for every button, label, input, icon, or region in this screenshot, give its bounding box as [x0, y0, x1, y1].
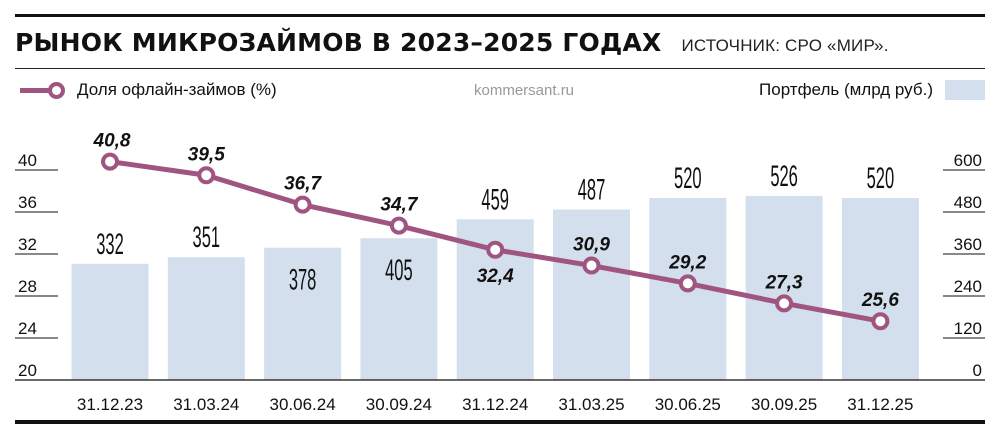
- left-axis-label: 32: [18, 235, 37, 254]
- left-axis-label: 40: [18, 151, 37, 170]
- legend-bar-label: Портфель (млрд руб.): [759, 80, 933, 99]
- legend-bar-entry: Портфель (млрд руб.): [747, 80, 985, 100]
- watermark: kommersant.ru: [474, 82, 575, 99]
- x-axis-label: 30.09.25: [751, 395, 817, 414]
- left-axis-label: 24: [18, 319, 37, 338]
- right-axis-label: 600: [954, 151, 982, 170]
- line-value-label: 30,9: [573, 235, 610, 256]
- legend-line-label: Доля офлайн-займов (%): [77, 80, 277, 99]
- top-rule: [15, 14, 485, 17]
- line-marker: [775, 294, 794, 313]
- right-axis-label: 120: [954, 319, 982, 338]
- bar: [167, 257, 245, 380]
- legend-bar-swatch-icon: [945, 80, 985, 100]
- right-axis-label: 0: [973, 361, 982, 380]
- line-marker: [582, 256, 601, 275]
- bar: [71, 263, 149, 380]
- x-axis-label: 31.03.25: [558, 395, 624, 414]
- x-axis-label: 30.06.24: [270, 395, 336, 414]
- chart-title: РЫНОК МИКРОЗАЙМОВ В 2023–2025 ГОДАХ: [15, 28, 662, 57]
- title-row: РЫНОК МИКРОЗАЙМОВ В 2023–2025 ГОДАХ ИСТО…: [15, 28, 889, 64]
- title-divider: [15, 68, 985, 69]
- bar-value-label: 459: [481, 183, 509, 216]
- bar: [360, 238, 438, 380]
- line-value-label: 34,7: [380, 195, 418, 216]
- line-value-label: 36,7: [284, 174, 322, 195]
- bar-value-label: 487: [578, 174, 606, 207]
- bar: [841, 198, 919, 380]
- right-axis-label: 360: [954, 235, 982, 254]
- line-value-label: 29,2: [668, 252, 706, 273]
- bar-value-label: 526: [770, 160, 798, 193]
- x-axis-label: 30.09.24: [366, 395, 432, 414]
- bar-value-label: 378: [289, 264, 317, 297]
- left-axis-label: 20: [18, 361, 37, 380]
- right-axis-label: 240: [954, 277, 982, 296]
- line-marker: [678, 274, 697, 293]
- x-axis-label: 31.12.25: [847, 395, 913, 414]
- line-marker: [871, 312, 890, 331]
- line-value-label: 32,4: [477, 266, 514, 287]
- bar-value-label: 332: [96, 228, 124, 261]
- bottom-rule: [15, 420, 985, 424]
- right-axis-label: 480: [954, 193, 982, 212]
- x-axis-label: 31.03.24: [173, 395, 239, 414]
- line-marker: [389, 216, 408, 235]
- line-value-label: 27,3: [765, 272, 803, 293]
- line-value-label: 39,5: [188, 144, 225, 165]
- line-value-label: 25,6: [861, 290, 899, 311]
- chart-source: ИСТОЧНИК: СРО «МИР».: [681, 36, 889, 55]
- top-rule-right: [485, 14, 985, 17]
- legend-marker-icon: [48, 81, 65, 99]
- bar-value-label: 520: [674, 162, 702, 195]
- bar: [745, 195, 823, 380]
- bar: [553, 209, 630, 380]
- bar-value-label: 405: [385, 254, 413, 287]
- line-marker: [101, 152, 119, 171]
- x-axis-label: 31.12.24: [462, 395, 528, 414]
- bar: [264, 247, 342, 380]
- legend-line-entry: Доля офлайн-займов (%): [20, 80, 277, 100]
- line-marker: [197, 166, 216, 185]
- line-marker: [293, 195, 312, 214]
- left-axis-label: 36: [18, 193, 37, 212]
- bar-value-label: 351: [193, 221, 221, 254]
- left-axis-label: 28: [18, 277, 37, 296]
- x-axis-label: 30.06.25: [655, 395, 721, 414]
- x-axis-label: 31.12.23: [77, 395, 143, 414]
- legend-line-icon: [20, 87, 50, 93]
- line-value-label: 40,8: [93, 131, 131, 152]
- line-marker: [486, 240, 505, 259]
- bar-value-label: 520: [867, 162, 895, 195]
